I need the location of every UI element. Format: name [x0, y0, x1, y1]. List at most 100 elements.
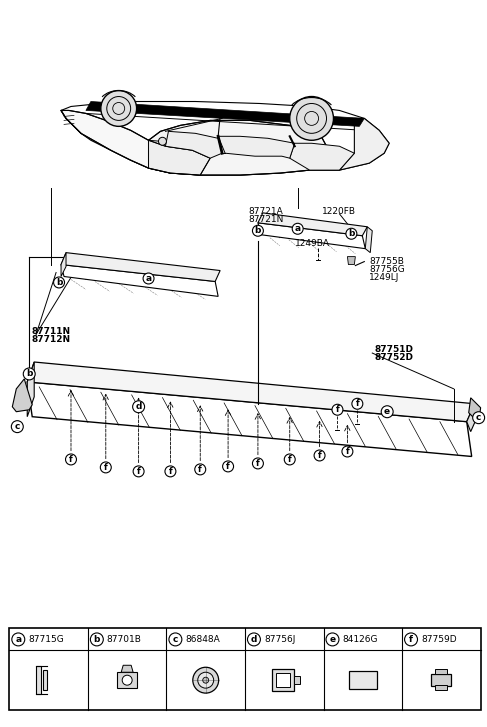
Bar [431, 674, 451, 686]
Text: b: b [94, 635, 100, 644]
Circle shape [195, 464, 206, 475]
Text: f: f [288, 455, 292, 464]
Polygon shape [149, 121, 339, 175]
Text: a: a [146, 274, 151, 283]
Polygon shape [61, 253, 220, 281]
Text: f: f [346, 447, 349, 456]
Text: 1249BA: 1249BA [295, 239, 330, 248]
Circle shape [11, 421, 23, 433]
Text: 84126G: 84126G [342, 635, 378, 644]
Polygon shape [467, 403, 479, 432]
Text: f: f [226, 462, 230, 471]
Circle shape [223, 461, 234, 472]
Text: 87711N: 87711N [31, 326, 70, 336]
Text: b: b [56, 278, 62, 287]
Circle shape [66, 454, 76, 465]
Text: b: b [255, 226, 261, 236]
Text: b: b [26, 369, 33, 379]
Text: 87756J: 87756J [264, 635, 295, 644]
Text: a: a [15, 635, 21, 644]
Circle shape [133, 466, 144, 477]
Text: f: f [137, 467, 140, 476]
Circle shape [284, 454, 295, 465]
Bar [276, 673, 290, 687]
Polygon shape [365, 227, 372, 253]
Circle shape [143, 273, 154, 284]
Circle shape [101, 91, 137, 126]
Circle shape [332, 404, 343, 415]
Circle shape [91, 633, 103, 646]
Text: 87712N: 87712N [31, 334, 70, 344]
Polygon shape [61, 111, 149, 168]
Circle shape [165, 466, 176, 477]
Text: 87721A: 87721A [248, 207, 283, 217]
Circle shape [405, 633, 417, 646]
Text: f: f [198, 465, 202, 474]
Circle shape [292, 223, 303, 234]
Bar [9, 628, 481, 710]
Bar [43, 670, 47, 690]
Text: d: d [135, 402, 142, 411]
Text: 1249LJ: 1249LJ [369, 273, 400, 282]
Text: f: f [356, 399, 359, 409]
Polygon shape [121, 665, 133, 672]
Text: 87751D: 87751D [374, 345, 413, 353]
Text: 87701B: 87701B [107, 635, 142, 644]
Text: 87759D: 87759D [421, 635, 457, 644]
Polygon shape [339, 119, 389, 170]
Polygon shape [86, 102, 364, 126]
Text: f: f [69, 455, 73, 464]
Circle shape [352, 398, 363, 409]
Polygon shape [27, 362, 34, 417]
Text: c: c [476, 413, 481, 422]
Bar [435, 685, 448, 690]
Polygon shape [349, 671, 377, 689]
Text: f: f [409, 635, 413, 644]
Text: e: e [384, 407, 390, 417]
Circle shape [169, 633, 182, 646]
Circle shape [247, 633, 261, 646]
Text: d: d [251, 635, 257, 644]
Polygon shape [61, 253, 66, 276]
Text: c: c [15, 422, 20, 431]
Circle shape [193, 667, 219, 693]
Circle shape [12, 633, 25, 646]
Circle shape [100, 462, 111, 473]
Circle shape [122, 675, 132, 685]
Circle shape [203, 677, 209, 683]
Text: 87721N: 87721N [248, 215, 283, 225]
Polygon shape [61, 102, 389, 175]
Circle shape [252, 225, 263, 236]
Polygon shape [468, 398, 481, 422]
Text: b: b [348, 229, 355, 238]
Text: 86848A: 86848A [186, 635, 220, 644]
Polygon shape [61, 265, 218, 297]
Circle shape [252, 458, 263, 469]
Bar [36, 666, 40, 694]
Text: c: c [173, 635, 178, 644]
Polygon shape [27, 362, 475, 422]
Circle shape [342, 446, 353, 457]
Bar [435, 670, 448, 674]
Text: f: f [336, 405, 339, 414]
Polygon shape [258, 222, 365, 249]
Text: 1220FB: 1220FB [321, 207, 356, 217]
Circle shape [54, 277, 64, 288]
Circle shape [198, 672, 214, 688]
Circle shape [158, 137, 167, 145]
Polygon shape [12, 379, 32, 411]
Text: 87755B: 87755B [369, 257, 404, 266]
Polygon shape [149, 140, 210, 175]
Bar [294, 676, 300, 684]
Polygon shape [27, 382, 472, 457]
Bar [117, 672, 137, 688]
Circle shape [23, 368, 35, 380]
Circle shape [473, 411, 485, 424]
Circle shape [381, 406, 393, 418]
Polygon shape [166, 132, 222, 158]
Polygon shape [290, 143, 355, 170]
Polygon shape [258, 213, 367, 236]
Circle shape [346, 228, 357, 239]
Bar [272, 670, 294, 691]
Text: e: e [329, 635, 336, 644]
